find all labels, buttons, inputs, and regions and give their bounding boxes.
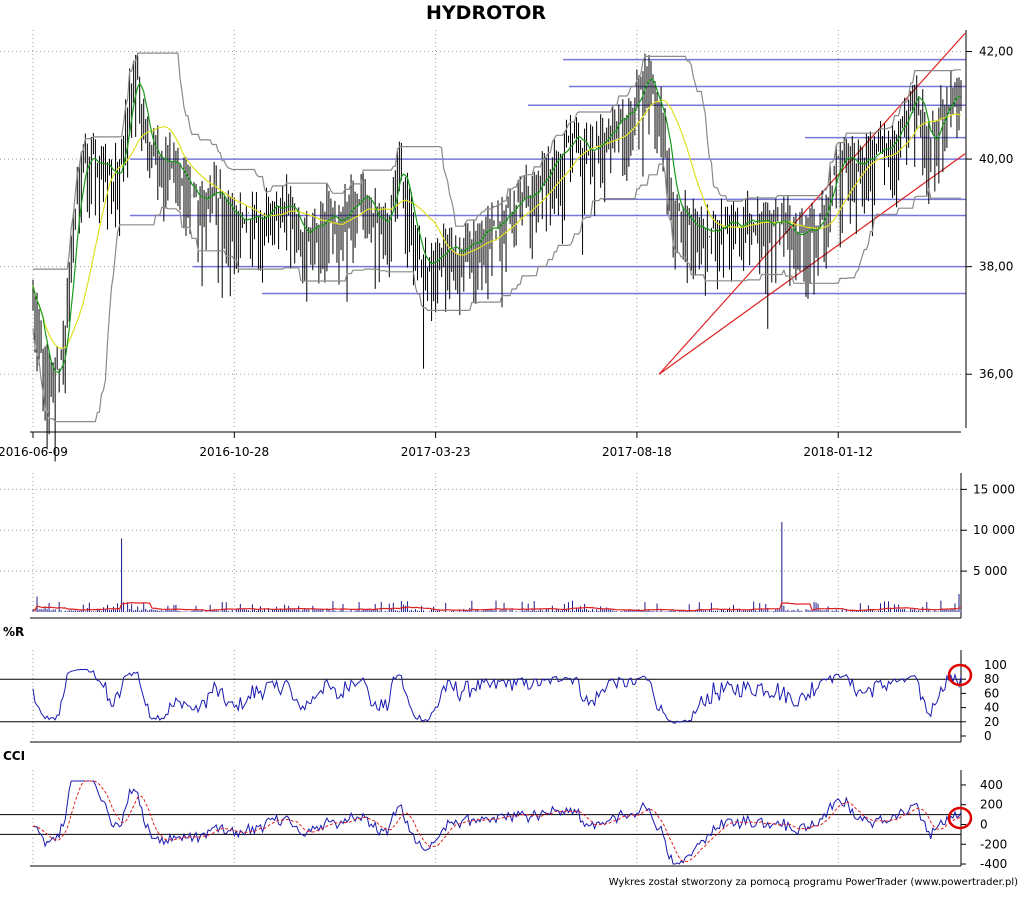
chart-title: HYDROTOR xyxy=(426,2,546,24)
volume-y-tick-label: 15 000 xyxy=(973,482,1015,496)
cci-y-tick-label: 400 xyxy=(980,778,1003,792)
price-x-tick-label: 2016-06-09 xyxy=(0,445,68,459)
cci-panel: CCI 400 200 0 -200 -400 xyxy=(0,749,1007,871)
channel-upper-line xyxy=(33,52,961,270)
wr-y-tick-label: 80 xyxy=(984,672,999,686)
sma-short-line xyxy=(32,78,962,374)
cci-y-tick-label: 0 xyxy=(980,817,988,831)
price-axes: 42,00 40,00 38,00 36,00 2016-06-09 2016-10-28… xyxy=(0,30,1013,459)
volume-y-tick-label: 5 000 xyxy=(973,564,1007,578)
cci-y-tick-label: 200 xyxy=(980,798,1003,812)
wr-y-tick-label: 40 xyxy=(984,701,999,715)
cci-label: CCI xyxy=(3,749,25,763)
price-y-tick-label: 40,00 xyxy=(979,152,1013,166)
price-indicator-lines xyxy=(32,52,962,423)
cci-highlight-circle xyxy=(947,806,973,830)
williams-r-highlight-circle xyxy=(947,663,973,687)
trend-lower-line xyxy=(658,153,966,375)
cci-signal-line xyxy=(32,780,962,863)
credit-text: Wykres został stworzony za pomocą progra… xyxy=(609,877,1018,888)
price-grid xyxy=(0,30,961,428)
williams-r-line xyxy=(32,668,962,724)
price-y-tick-label: 42,00 xyxy=(979,45,1013,59)
sma-long-line xyxy=(32,99,962,349)
price-panel: 42,00 40,00 38,00 36,00 2016-06-09 2016-10-28… xyxy=(0,30,1013,462)
cci-y-tick-label: -400 xyxy=(980,857,1007,871)
wr-y-tick-label: 60 xyxy=(984,686,999,700)
volume-average-line xyxy=(32,601,962,612)
price-y-tick-label: 38,00 xyxy=(979,260,1013,274)
price-x-tick-label: 2017-03-23 xyxy=(401,445,471,459)
volume-panel: 15 000 10 000 5 000 xyxy=(0,473,1015,619)
wr-y-tick-label: 20 xyxy=(984,715,999,729)
williams-r-label: %R xyxy=(3,625,24,639)
cci-line xyxy=(32,780,962,865)
price-y-tick-label: 36,00 xyxy=(979,367,1013,381)
channel-lower-line xyxy=(32,163,961,423)
volume-y-tick-label: 10 000 xyxy=(973,523,1015,537)
price-x-tick-label: 2017-08-18 xyxy=(602,445,672,459)
price-x-tick-label: 2018-01-12 xyxy=(803,445,873,459)
wr-y-tick-label: 0 xyxy=(984,729,992,743)
price-x-tick-label: 2016-10-28 xyxy=(199,445,269,459)
wr-y-tick-label: 100 xyxy=(984,658,1007,672)
cci-y-tick-label: -200 xyxy=(980,837,1007,851)
